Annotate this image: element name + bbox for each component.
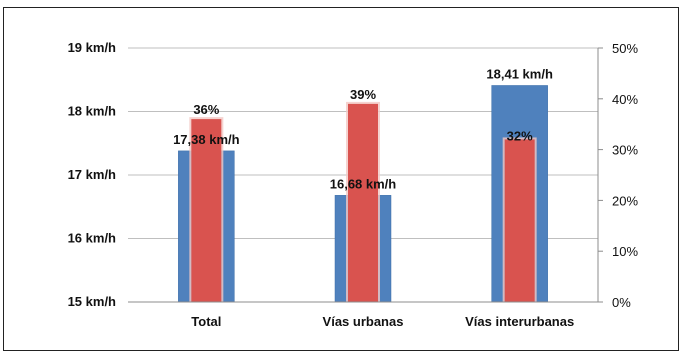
- right-axis-tick-label: 10%: [612, 244, 638, 259]
- left-axis-tick-label: 18 km/h: [68, 104, 116, 119]
- speed-data-label: 17,38 km/h: [173, 132, 240, 147]
- right-axis-tick-label: 0%: [612, 295, 631, 310]
- category-label: Total: [191, 314, 221, 329]
- left-axis-tick-label: 19 km/h: [68, 40, 116, 55]
- left-axis-tick-label: 15 km/h: [68, 294, 116, 309]
- percent-bar: [191, 119, 222, 303]
- percent-data-label: 36%: [193, 102, 219, 117]
- right-axis-tick-label: 20%: [612, 193, 638, 208]
- percent-data-label: 39%: [350, 87, 376, 102]
- speed-data-label: 16,68 km/h: [330, 176, 397, 191]
- percent-data-label: 32%: [507, 128, 533, 143]
- right-axis-tick-label: 40%: [612, 92, 638, 107]
- category-label: Vías urbanas: [323, 314, 404, 329]
- category-label: Vías interurbanas: [465, 314, 574, 329]
- right-axis-tick-label: 50%: [612, 41, 638, 56]
- speed-data-label: 18,41 km/h: [486, 66, 553, 81]
- percent-bar: [348, 103, 378, 302]
- right-axis-tick-label: 30%: [612, 143, 638, 158]
- percent-bar: [504, 139, 535, 302]
- left-axis-tick-label: 17 km/h: [68, 167, 116, 182]
- left-axis-tick-label: 16 km/h: [68, 231, 116, 246]
